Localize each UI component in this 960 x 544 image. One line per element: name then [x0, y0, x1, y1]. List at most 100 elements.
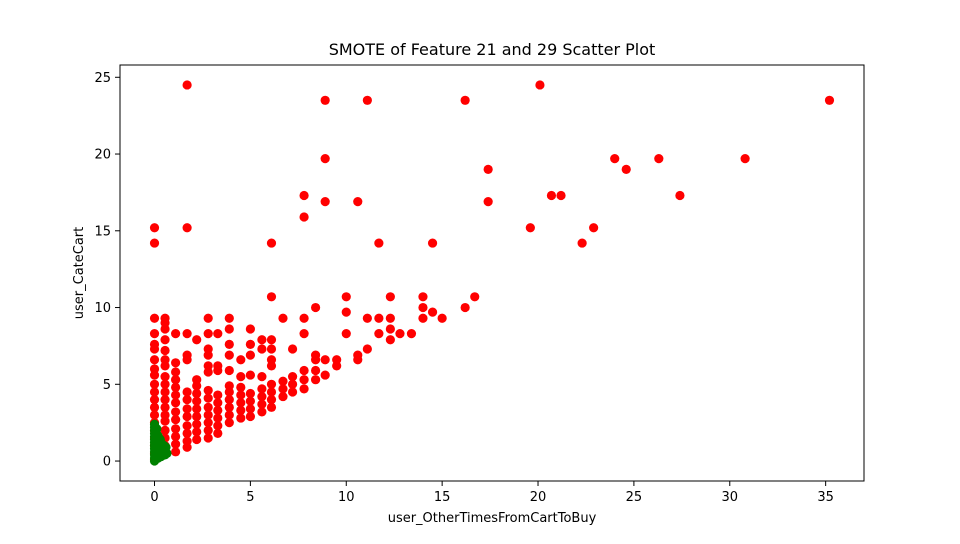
data-point-red [149, 238, 160, 248]
data-point-red [224, 365, 234, 376]
data-point-red [266, 292, 277, 302]
data-point-red [374, 238, 384, 248]
data-point-red [160, 313, 170, 323]
data-point-red [171, 329, 181, 339]
data-point-red [266, 395, 277, 405]
data-point-red [236, 382, 246, 392]
data-point-red [213, 421, 223, 431]
data-point-red [257, 391, 267, 402]
data-point-red [171, 424, 181, 434]
data-point-red [278, 384, 288, 394]
data-point-red [332, 355, 342, 365]
data-point-red [740, 154, 750, 164]
data-point-red [213, 405, 223, 415]
data-point-red [675, 190, 685, 201]
plot-frame [119, 64, 865, 482]
x-tick-label: 15 [434, 490, 451, 505]
data-point-red [320, 197, 330, 207]
data-point-red [556, 190, 566, 201]
data-point-red [236, 355, 246, 365]
data-point-red [149, 313, 160, 323]
data-point-red [224, 339, 234, 349]
data-point-red [160, 345, 170, 356]
data-point-red [171, 382, 181, 392]
data-point-red [203, 361, 213, 371]
data-point-red [182, 223, 192, 233]
data-point-red [483, 197, 493, 207]
data-point-red [203, 344, 213, 354]
data-point-red [160, 379, 170, 389]
data-point-red [460, 95, 470, 105]
data-point-red [192, 404, 202, 414]
data-point-red [257, 335, 267, 345]
x-tick-label: 25 [626, 490, 643, 505]
x-tick-label: 5 [246, 490, 254, 505]
data-point-red [257, 344, 267, 354]
data-point-red [182, 411, 192, 422]
data-point-red [257, 407, 267, 417]
data-point-red [236, 372, 246, 382]
data-point-red [654, 154, 664, 164]
data-point-red [224, 381, 234, 391]
data-point-red [621, 164, 631, 174]
data-point-red [287, 387, 298, 397]
y-tick-label: 20 [94, 148, 111, 163]
data-point-red [418, 313, 428, 323]
data-point-red [203, 433, 213, 443]
data-point-red [385, 335, 395, 345]
data-point-red [362, 344, 372, 354]
data-point-red [149, 223, 160, 233]
data-point-red [171, 439, 181, 449]
data-point-red [385, 324, 395, 334]
data-point-red [341, 292, 351, 302]
data-point-red [182, 387, 192, 397]
data-point-red [160, 387, 170, 397]
data-point-red [266, 238, 277, 248]
data-point-red [171, 367, 181, 377]
x-axis-label: user_OtherTimesFromCartToBuy [388, 511, 597, 526]
data-point-red [287, 379, 298, 389]
y-tick-label: 15 [94, 224, 111, 239]
data-point-red [224, 324, 234, 334]
data-point-red [374, 329, 384, 339]
y-tick-label: 25 [94, 71, 111, 86]
data-point-red [149, 387, 160, 397]
data-point-red [224, 402, 234, 412]
x-tick-label: 10 [338, 490, 355, 505]
data-point-red [236, 390, 246, 400]
data-point-red [525, 223, 535, 233]
data-point-red [257, 399, 267, 409]
data-point-red [437, 313, 447, 323]
data-point-red [353, 350, 363, 360]
data-point-red [182, 350, 192, 360]
data-point-red [236, 405, 246, 415]
data-point-red [299, 212, 309, 222]
data-point-red [266, 344, 277, 354]
data-point-red [182, 421, 192, 431]
data-point-red [236, 398, 246, 408]
data-point-red [824, 95, 835, 105]
x-tick-label: 20 [530, 490, 547, 505]
data-point-red [171, 398, 181, 408]
data-point-red [236, 413, 246, 423]
x-tick-label: 35 [817, 490, 834, 505]
data-point-red [257, 372, 267, 382]
data-point-red [171, 431, 181, 442]
data-point-red [224, 418, 234, 428]
data-point-red [203, 402, 213, 412]
data-point-red [213, 413, 223, 423]
data-point-red [406, 329, 417, 339]
data-point-red [299, 313, 309, 323]
data-point-red [395, 329, 405, 339]
data-point-red [257, 384, 267, 394]
data-point-red [278, 391, 288, 402]
data-point-red [245, 324, 255, 334]
data-point-red [149, 395, 160, 405]
data-point-red [546, 190, 557, 201]
data-point-red [418, 302, 428, 313]
data-point-red [192, 434, 202, 445]
data-point-red [171, 447, 181, 457]
data-point-red [418, 292, 428, 302]
data-point-red [203, 313, 213, 323]
data-point-red [287, 344, 298, 354]
